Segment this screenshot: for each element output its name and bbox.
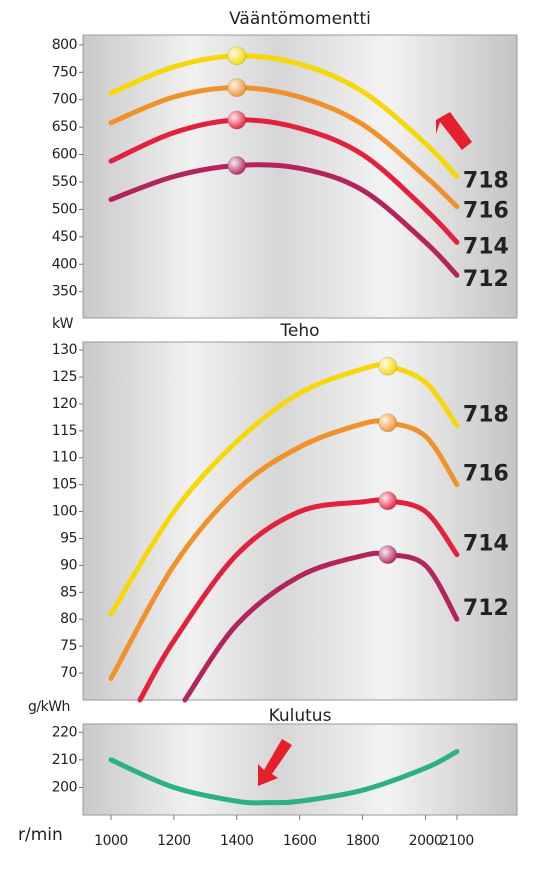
y-tick-label: 200 — [52, 779, 77, 795]
line — [108, 362, 460, 617]
peak-highlight — [227, 78, 246, 97]
y-tick-label: 130 — [52, 342, 77, 358]
series-label: 714 — [463, 532, 509, 557]
chart-title: Teho — [279, 321, 319, 341]
line — [108, 85, 460, 210]
y-tick-label: 220 — [52, 724, 77, 740]
y-axis-label: kW — [52, 316, 74, 332]
x-tick-label: 2100 — [440, 833, 474, 849]
y-tick-label: 500 — [52, 201, 77, 217]
line — [137, 497, 460, 703]
x-tick-label: 1400 — [220, 833, 254, 849]
line — [108, 418, 460, 681]
peak-highlight — [227, 111, 246, 130]
x-axis-label: r/min — [18, 825, 63, 845]
line — [108, 162, 460, 278]
chart-title: Vääntömomentti — [229, 9, 371, 29]
peak-highlight — [227, 46, 246, 65]
y-axis-label: g/kWh — [28, 699, 70, 715]
y-tick-label: 125 — [52, 369, 77, 385]
line — [108, 53, 460, 179]
line — [108, 749, 460, 806]
arrow — [436, 112, 472, 150]
arrow — [258, 739, 292, 786]
y-tick-label: 75 — [60, 638, 77, 654]
chart-title: Kulutus — [269, 706, 332, 726]
x-tick-label: 2000 — [409, 833, 443, 849]
y-tick-label: 90 — [60, 557, 77, 573]
y-tick-label: 700 — [52, 92, 77, 108]
peak-highlight — [227, 156, 246, 175]
plot-area — [82, 34, 518, 319]
y-tick-label: 110 — [52, 450, 77, 466]
line — [182, 550, 460, 703]
y-tick-label: 350 — [52, 284, 77, 300]
x-tick-label: 1600 — [283, 833, 317, 849]
y-tick-label: 400 — [52, 256, 77, 272]
x-tick-label: 1200 — [157, 833, 191, 849]
series-label: 716 — [463, 462, 509, 487]
y-tick-label: 70 — [60, 665, 77, 681]
plot-area — [82, 723, 518, 816]
y-tick-label: 95 — [60, 530, 77, 546]
plot-area — [82, 341, 518, 701]
y-tick-label: 105 — [52, 477, 77, 493]
y-tick-label: 100 — [52, 504, 77, 520]
series-label: 716 — [463, 199, 509, 224]
y-tick-label: 550 — [52, 174, 77, 190]
line — [108, 117, 460, 245]
x-tick-label: 1800 — [346, 833, 380, 849]
x-tick-label: 1000 — [94, 833, 128, 849]
y-tick-label: 115 — [52, 423, 77, 439]
peak-highlight — [378, 491, 397, 510]
series-label: 712 — [463, 596, 509, 621]
series-label: 718 — [463, 402, 509, 427]
y-tick-label: 650 — [52, 119, 77, 135]
y-tick-label: 85 — [60, 584, 77, 600]
y-tick-label: 800 — [52, 37, 77, 53]
y-tick-label: 80 — [60, 611, 77, 627]
series-label: 712 — [463, 267, 509, 292]
y-tick-label: 210 — [52, 752, 77, 768]
series-label: 718 — [463, 169, 509, 194]
peak-highlight — [378, 357, 397, 376]
peak-highlight — [378, 413, 397, 432]
y-tick-label: 750 — [52, 64, 77, 80]
y-tick-label: 120 — [52, 396, 77, 412]
series-label: 714 — [463, 234, 509, 259]
peak-highlight — [378, 545, 397, 564]
y-tick-label: 450 — [52, 229, 77, 245]
y-tick-label: 600 — [52, 147, 77, 163]
